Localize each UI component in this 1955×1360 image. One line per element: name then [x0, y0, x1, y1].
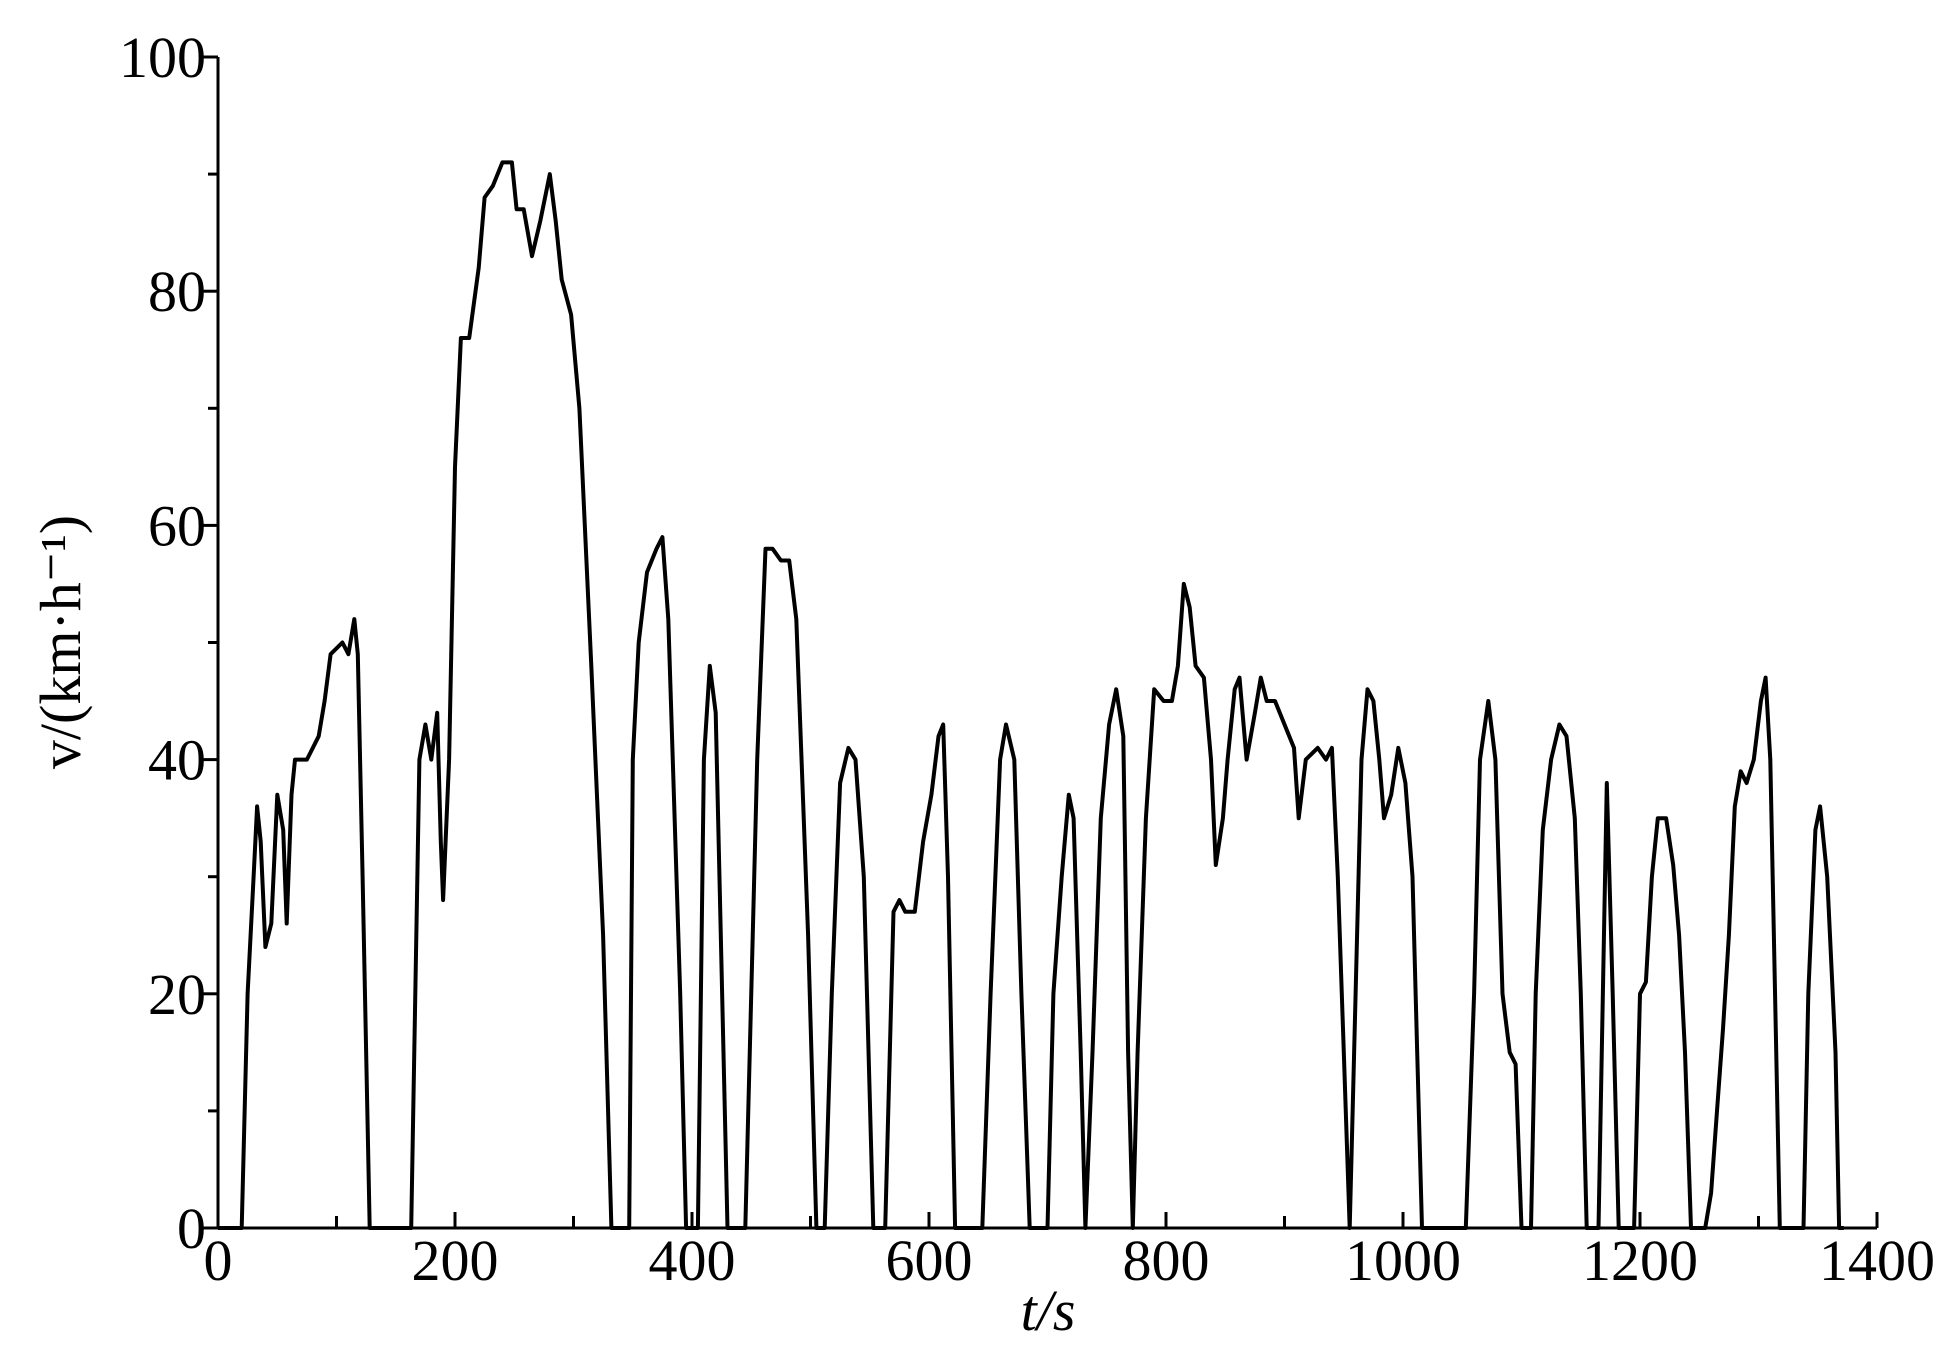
y-axis-label: v/(km·h⁻¹) [28, 515, 93, 769]
y-tick-label: 60 [148, 493, 206, 558]
y-tick-label: 100 [119, 25, 206, 90]
x-tick-label: 800 [1123, 1228, 1210, 1293]
y-tick-label: 20 [148, 962, 206, 1027]
x-axis-label: t/s [1021, 1278, 1076, 1343]
x-tick-label: 600 [886, 1228, 973, 1293]
y-tick-label: 80 [148, 259, 206, 324]
y-tick-label: 0 [177, 1196, 206, 1261]
x-tick-label: 200 [412, 1228, 499, 1293]
y-tick-label: 40 [148, 728, 206, 793]
x-tick-label: 400 [649, 1228, 736, 1293]
x-tick-label: 1000 [1345, 1228, 1461, 1293]
x-tick-label: 0 [204, 1228, 233, 1293]
x-tick-label: 1400 [1819, 1228, 1935, 1293]
x-tick-label: 1200 [1582, 1228, 1698, 1293]
speed-line [218, 160, 1844, 1230]
